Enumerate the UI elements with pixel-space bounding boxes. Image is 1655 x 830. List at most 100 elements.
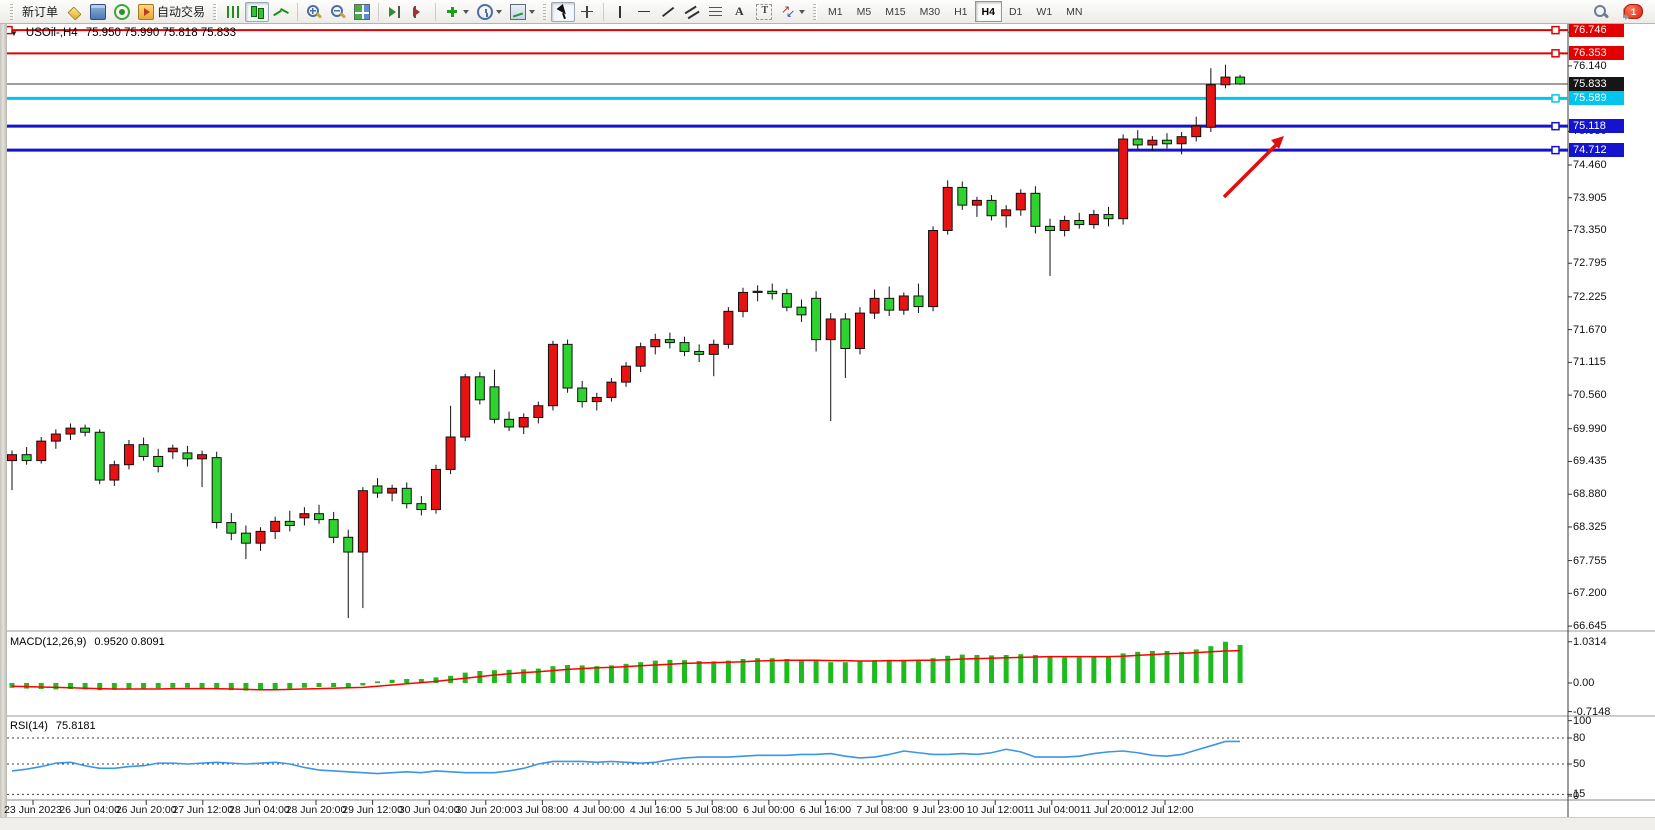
candle-body xyxy=(138,444,149,457)
candle-body xyxy=(752,290,763,293)
timeframe-button-W1[interactable]: W1 xyxy=(1036,5,1053,18)
macd-pane-label: MACD(12,26,9) 0.9520 0.8091 xyxy=(10,636,165,648)
timeframe-button-MN[interactable]: MN xyxy=(1066,5,1083,18)
timeframe-button-M30[interactable]: M30 xyxy=(919,5,941,18)
zoom-out-button[interactable] xyxy=(326,2,350,22)
chart-canvas[interactable] xyxy=(0,24,1655,829)
cursor-button[interactable] xyxy=(551,1,576,22)
line-handle[interactable] xyxy=(1551,25,1560,35)
macd-indicator-values: 0.9520 0.8091 xyxy=(94,636,165,648)
price-level-badge: 76.353 xyxy=(1569,46,1624,61)
price-tick-label: 67.200 xyxy=(1573,587,1607,600)
chart-window[interactable]: ▼ USOil-,H4 75.950 75.990 75.818 75.833 … xyxy=(0,23,1655,830)
price-tick-label: 74.460 xyxy=(1573,159,1607,171)
macd-bar xyxy=(1193,649,1199,683)
dropdown-caret-icon[interactable] xyxy=(463,10,470,17)
time-axis-label: 5 Jul 08:00 xyxy=(686,804,738,816)
add-indicator-icon xyxy=(444,4,460,20)
trendline-button[interactable] xyxy=(656,2,680,22)
time-axis-label: 27 Jun 12:00 xyxy=(172,804,234,816)
indicators-button[interactable] xyxy=(440,2,473,22)
chart-title: ▼ USOil-,H4 75.950 75.990 75.818 75.833 xyxy=(10,27,236,39)
time-axis-label: 3 Jul 08:00 xyxy=(516,804,569,816)
dropdown-caret-icon[interactable] xyxy=(529,10,536,17)
charts-grid-button[interactable] xyxy=(62,2,86,22)
macd-bar xyxy=(1003,655,1009,683)
tile-windows-icon xyxy=(354,3,371,20)
vertical-line-button[interactable] xyxy=(608,2,632,22)
line-chart-button[interactable] xyxy=(269,2,293,22)
time-axis-label: 26 Jun 20:00 xyxy=(115,804,177,816)
tile-windows-button[interactable] xyxy=(350,2,374,22)
arrows-button[interactable] xyxy=(776,2,809,22)
line-handle[interactable] xyxy=(1551,145,1560,155)
candle-body xyxy=(255,530,266,544)
symbol-menu-icon[interactable]: ▼ xyxy=(10,28,18,38)
dropdown-caret-icon[interactable] xyxy=(496,10,503,17)
trend-arrow-annotation[interactable] xyxy=(1222,142,1279,199)
zoom-in-button[interactable] xyxy=(302,2,326,22)
text-button[interactable] xyxy=(728,2,752,22)
macd-bar xyxy=(1222,641,1228,683)
candle-body xyxy=(1191,125,1202,138)
price-tick-label: 71.670 xyxy=(1573,323,1607,336)
time-axis-label: 6 Jul 00:00 xyxy=(743,804,795,816)
autotrade-button[interactable]: 自动交易 xyxy=(134,2,209,22)
toolbar-grip xyxy=(813,3,818,20)
candle-body xyxy=(416,503,427,511)
macd-bar xyxy=(740,659,746,683)
notifications-icon[interactable]: 1 xyxy=(1623,4,1643,20)
macd-bar xyxy=(915,660,921,683)
candle-body xyxy=(372,485,383,494)
text-label-button[interactable] xyxy=(752,2,776,22)
new-order-button[interactable]: 新订单 xyxy=(18,2,62,22)
time-axis-label: 29 Jun 12:00 xyxy=(342,804,403,816)
line-handle[interactable] xyxy=(1551,49,1560,58)
macd-bar xyxy=(24,683,30,689)
timeframe-button-M1[interactable]: M1 xyxy=(828,5,843,18)
macd-bar xyxy=(872,660,878,683)
template-icon xyxy=(510,3,527,20)
main-toolbar: 新订单 自动交易 M1 M5 M15 M30 H1 H4 D1 W1 MN 1 xyxy=(0,0,1655,24)
window-left-border xyxy=(0,24,7,817)
fibonacci-icon xyxy=(708,4,724,20)
candle-body xyxy=(1015,192,1026,211)
timeframe-button-M5[interactable]: M5 xyxy=(856,5,872,18)
line-handle[interactable] xyxy=(1551,121,1560,131)
templates-button[interactable] xyxy=(506,2,539,22)
auto-scroll-button[interactable] xyxy=(383,2,407,22)
periods-button[interactable] xyxy=(473,2,506,22)
bar-chart-button[interactable] xyxy=(221,2,245,22)
timeframe-button-H4[interactable]: H4 xyxy=(974,1,1002,22)
trend-arrow-head[interactable] xyxy=(1271,136,1284,149)
dropdown-caret-icon[interactable] xyxy=(799,10,806,17)
horizontal-line-button[interactable] xyxy=(632,2,656,22)
price-tick-label: 67.755 xyxy=(1573,554,1607,567)
macd-bar xyxy=(331,683,337,687)
macd-bar xyxy=(579,665,585,683)
channel-button[interactable] xyxy=(680,2,704,22)
macd-bar xyxy=(623,663,629,683)
signals-button[interactable] xyxy=(110,2,134,22)
timeframe-button-D1[interactable]: D1 xyxy=(1008,5,1023,18)
candle-body xyxy=(971,199,982,206)
candle-body xyxy=(401,487,412,505)
line-handle[interactable] xyxy=(1551,94,1560,103)
candle-body xyxy=(489,386,500,420)
timeframe-button-M15[interactable]: M15 xyxy=(885,5,906,18)
market-watch-button[interactable] xyxy=(86,2,110,22)
macd-bar xyxy=(316,683,322,687)
candle-body xyxy=(1176,136,1187,145)
candle-chart-button[interactable] xyxy=(245,1,270,22)
macd-bar xyxy=(682,660,688,683)
candle-body xyxy=(299,513,310,519)
chart-shift-button[interactable] xyxy=(407,2,431,22)
macd-bar xyxy=(798,659,804,683)
price-level-badge: 75.833 xyxy=(1569,76,1624,91)
macd-bar xyxy=(652,660,658,683)
macd-axis-label: 1.0314 xyxy=(1573,635,1607,648)
fibonacci-button[interactable] xyxy=(704,2,728,22)
timeframe-button-H1[interactable]: H1 xyxy=(954,5,968,18)
crosshair-button[interactable] xyxy=(575,2,599,22)
search-icon[interactable] xyxy=(1593,4,1609,20)
